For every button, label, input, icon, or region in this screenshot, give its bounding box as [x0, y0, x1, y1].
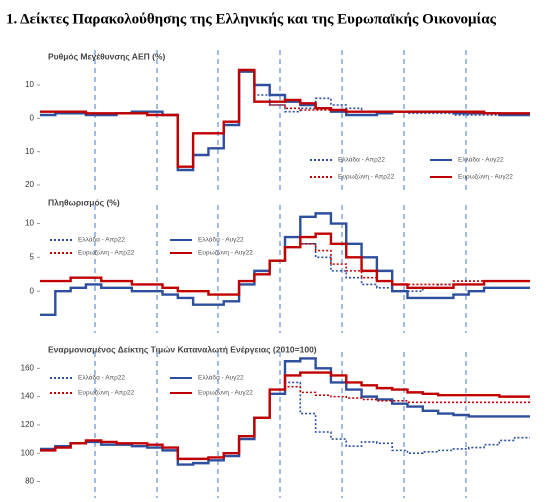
series-line [40, 371, 530, 461]
series-line [40, 357, 530, 466]
y-tick-label: 100 [21, 448, 35, 457]
legend-label: Ευρωζώνη - Απρ22 [78, 249, 135, 257]
y-tick-label: 0 [30, 286, 35, 295]
series-line [40, 68, 530, 168]
legend-label: Ελλάδα - Αυγ22 [198, 374, 244, 382]
y-tick-label: 5 [30, 252, 35, 261]
chart-title: Πληθωρισμός (%) [48, 197, 120, 207]
y-tick-label: 0 [30, 113, 35, 122]
series-line [40, 385, 530, 460]
legend-label: Ελλάδα - Απρ22 [78, 236, 125, 244]
y-tick-label: 10 [25, 147, 34, 156]
y-tick-label: 120 [21, 420, 35, 429]
series-line [40, 70, 530, 172]
legend-label: Ελλάδα - Απρ22 [338, 156, 385, 164]
series-line [40, 212, 530, 317]
series-line [40, 243, 530, 296]
series-line [40, 232, 530, 296]
legend-label: Ελλάδα - Αυγ22 [458, 156, 504, 164]
legend-label: Ευρωζώνη - Απρ22 [338, 173, 395, 181]
y-tick-label: 10 [25, 80, 34, 89]
y-tick-label: 20 [25, 180, 34, 189]
legend-label: Ευρωζώνη - Αυγ22 [458, 173, 513, 181]
legend-label: Ευρωζώνη - Αυγ22 [198, 249, 253, 257]
series-line [40, 70, 530, 171]
legend-label: Ευρωζώνη - Απρ22 [78, 389, 135, 397]
legend-label: Ευρωζώνη - Αυγ22 [198, 389, 253, 397]
y-tick-label: 140 [21, 392, 35, 401]
chart-title: Εναρμονισμένος Δείκτης Τιμών Καταναλωτή … [48, 344, 317, 354]
legend-label: Ελλάδα - Αυγ22 [198, 236, 244, 244]
legend-label: Ελλάδα - Απρ22 [78, 374, 125, 382]
y-tick-label: 80 [25, 477, 34, 486]
page-title: 1. Δείκτες Παρακολούθησης της Ελληνικής … [6, 11, 497, 27]
chart-title: Ρυθμός Μεγέθυνσης ΑΕΠ (%) [48, 51, 166, 61]
y-tick-label: 160 [21, 363, 35, 372]
series-line [40, 69, 530, 168]
y-tick-label: 10 [25, 219, 34, 228]
